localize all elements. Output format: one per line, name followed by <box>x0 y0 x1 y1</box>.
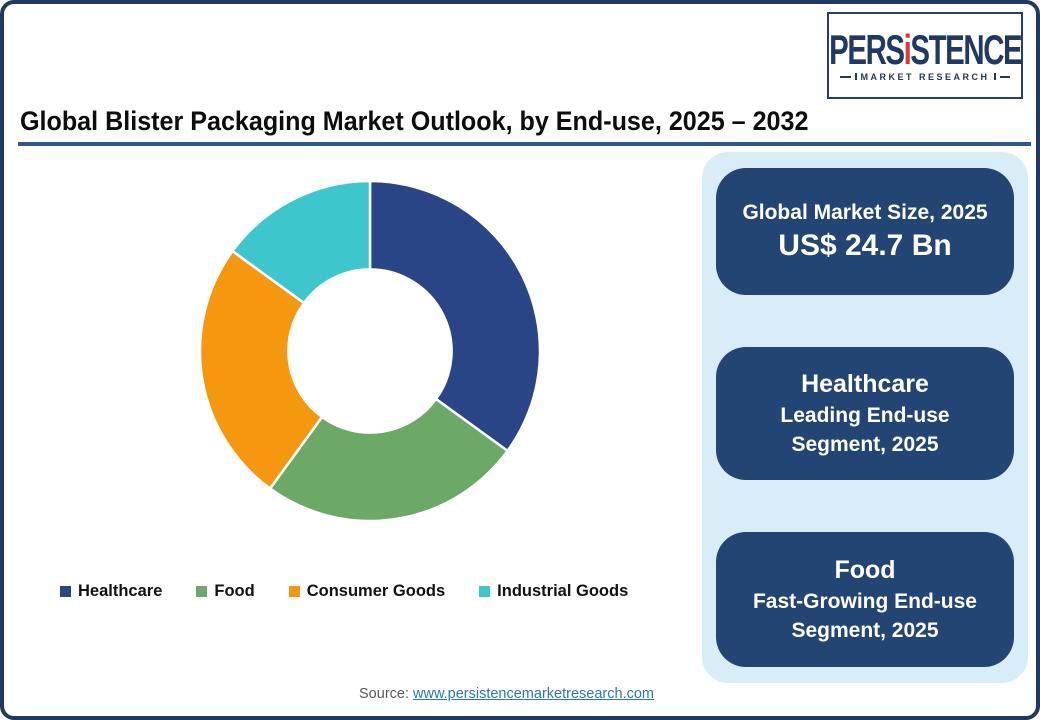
source-prefix: Source: <box>359 686 414 702</box>
card-fast-growing-segment: Food Fast-Growing End-use Segment, 2025 <box>716 531 1014 667</box>
legend-swatch-icon <box>60 586 71 597</box>
highlights-panel: Global Market Size, 2025 US$ 24.7 Bn Hea… <box>702 152 1028 683</box>
page-title: Global Blister Packaging Market Outlook,… <box>20 106 809 136</box>
logo-tagline: MARKET RESEARCH <box>860 71 990 82</box>
donut-slice-food <box>268 397 509 523</box>
legend-label: Consumer Goods <box>306 582 446 600</box>
title-underline <box>18 142 1031 146</box>
donut-slice-healthcare <box>368 179 542 453</box>
logo-tick-left <box>854 73 857 80</box>
card-market-size-value: US$ 24.7 Bn <box>778 229 952 263</box>
persistence-market-research-logo: PERSiSTENCE MARKET RESEARCH <box>827 12 1023 99</box>
source-line: Source: www.persistencemarketresearch.co… <box>0 686 1013 702</box>
card-fast-growing-segment-desc: Fast-Growing End-use Segment, 2025 <box>752 589 977 642</box>
chart-legend: Healthcare Food Consumer Goods Industrial G… <box>60 582 628 601</box>
donut-chart-svg <box>198 179 542 523</box>
card-leading-segment-name: Healthcare <box>801 370 929 399</box>
legend-swatch-icon <box>196 586 208 597</box>
logo-tagline-row: MARKET RESEARCH <box>840 71 1011 82</box>
donut-slice-consumer-goods <box>198 249 324 490</box>
card-leading-segment-desc: Leading End-use Segment, 2025 <box>780 404 950 457</box>
logo-text-post: STENCE <box>910 25 1022 73</box>
donut-slice-industrial-goods <box>231 179 372 305</box>
legend-item-industrial-goods: Industrial Goods <box>479 582 628 601</box>
legend-swatch-icon <box>288 586 300 597</box>
card-market-size: Global Market Size, 2025 US$ 24.7 Bn <box>716 168 1014 296</box>
card-leading-segment: Healthcare Leading End-use Segment, 2025 <box>716 347 1014 480</box>
logo-rule-right <box>999 75 1011 78</box>
card-fast-growing-segment-name: Food <box>834 555 896 584</box>
legend-item-healthcare: Healthcare <box>60 582 162 601</box>
legend-swatch-icon <box>479 586 491 597</box>
source-link[interactable]: www.persistencemarketresearch.com <box>413 686 654 702</box>
logo-wordmark: PERSiSTENCE <box>829 28 1022 70</box>
logo-text-accent: i <box>903 25 911 73</box>
legend-item-consumer-goods: Consumer Goods <box>288 582 446 601</box>
donut-chart <box>170 148 570 556</box>
legend-label: Healthcare <box>78 582 163 600</box>
legend-label: Industrial Goods <box>497 582 629 600</box>
legend-label: Food <box>214 582 255 600</box>
legend-item-food: Food <box>196 582 255 601</box>
logo-text-pre: PERS <box>828 25 905 73</box>
logo-tick-right <box>993 73 996 80</box>
logo-rule-left <box>840 75 851 78</box>
card-market-size-label: Global Market Size, 2025 <box>742 201 988 225</box>
